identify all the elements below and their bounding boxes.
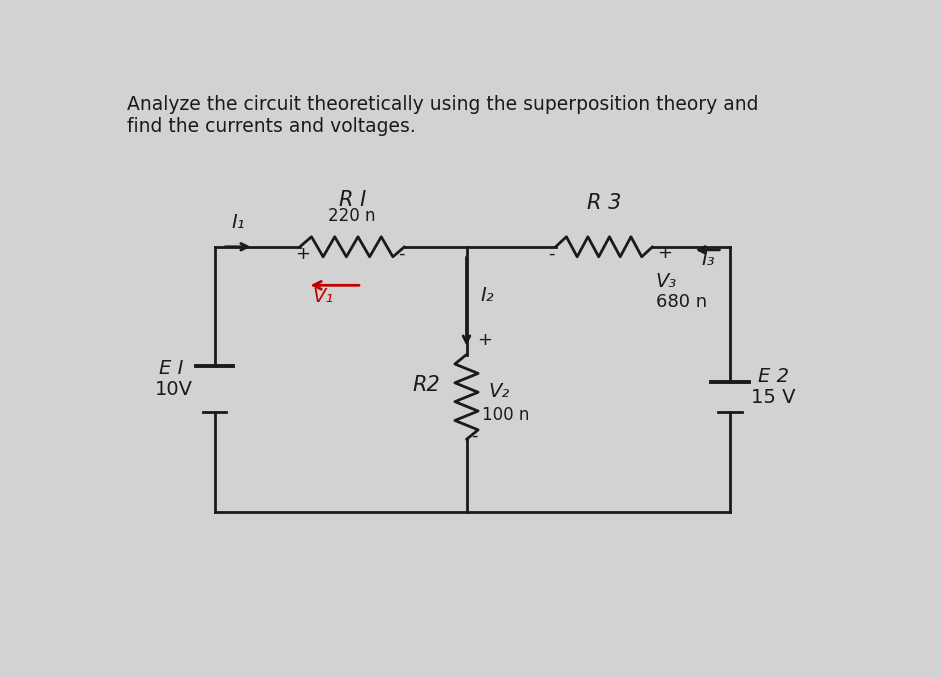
- Text: I₁: I₁: [231, 213, 245, 232]
- Text: R2: R2: [413, 375, 440, 395]
- Text: V₂: V₂: [488, 382, 510, 401]
- Text: R 3: R 3: [587, 193, 622, 213]
- Text: E 2: E 2: [758, 366, 788, 385]
- Text: R I: R I: [338, 190, 365, 210]
- Text: find the currents and voltages.: find the currents and voltages.: [127, 116, 415, 135]
- Text: 10V: 10V: [155, 380, 193, 399]
- Text: V₁: V₁: [313, 287, 333, 306]
- Text: Analyze the circuit theoretically using the superposition theory and: Analyze the circuit theoretically using …: [127, 95, 758, 114]
- Text: +: +: [478, 331, 493, 349]
- Text: +: +: [658, 244, 673, 261]
- Text: -: -: [471, 427, 478, 445]
- Text: -: -: [547, 245, 554, 263]
- Text: 15 V: 15 V: [751, 388, 796, 407]
- Text: I₃: I₃: [702, 250, 715, 269]
- Text: -: -: [398, 245, 405, 263]
- Text: 220 n: 220 n: [329, 207, 376, 225]
- Text: 680 n: 680 n: [656, 293, 706, 311]
- Text: V₃: V₃: [656, 272, 677, 291]
- Text: I₂: I₂: [480, 286, 494, 305]
- Text: 100 n: 100 n: [482, 406, 529, 424]
- Text: E I: E I: [159, 359, 184, 378]
- Text: +: +: [296, 245, 311, 263]
